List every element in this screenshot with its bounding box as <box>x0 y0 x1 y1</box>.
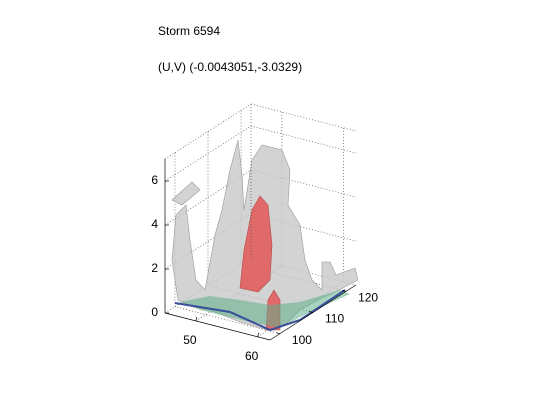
x-tick-label: 50 <box>183 333 197 347</box>
low-surface <box>180 290 350 328</box>
box-edge <box>250 103 357 132</box>
y-tick-label: 110 <box>325 312 344 326</box>
chart-subtitle: (U,V) (-0.0043051,-3.0329) <box>158 60 302 74</box>
x-axis <box>164 312 271 341</box>
grid-line <box>250 125 357 154</box>
axes: 0 2 4 6 50 60 100 110 120 <box>151 103 378 363</box>
red-surface <box>239 195 273 293</box>
z-tick-label: 6 <box>151 173 158 187</box>
grid-line <box>164 213 252 270</box>
y-tick-label: 120 <box>358 291 378 305</box>
isosurfaces <box>171 139 359 332</box>
tick-mark <box>341 290 347 292</box>
x-tick-label: 60 <box>245 349 259 363</box>
y-tick-label: 100 <box>292 333 312 347</box>
grid-line <box>174 306 281 334</box>
base-contour <box>174 289 346 332</box>
tick-mark <box>257 332 259 337</box>
y-axis <box>269 284 357 341</box>
chart-title: Storm 6594 <box>158 24 220 38</box>
z-tick-label: 4 <box>151 217 158 231</box>
box-edge <box>164 103 252 160</box>
z-tick-label: 0 <box>151 305 158 319</box>
tick-mark <box>195 316 198 322</box>
z-tick-label: 2 <box>151 261 158 275</box>
tick-mark <box>308 311 314 313</box>
tick-mark <box>275 332 281 334</box>
gray-surface <box>171 181 201 206</box>
